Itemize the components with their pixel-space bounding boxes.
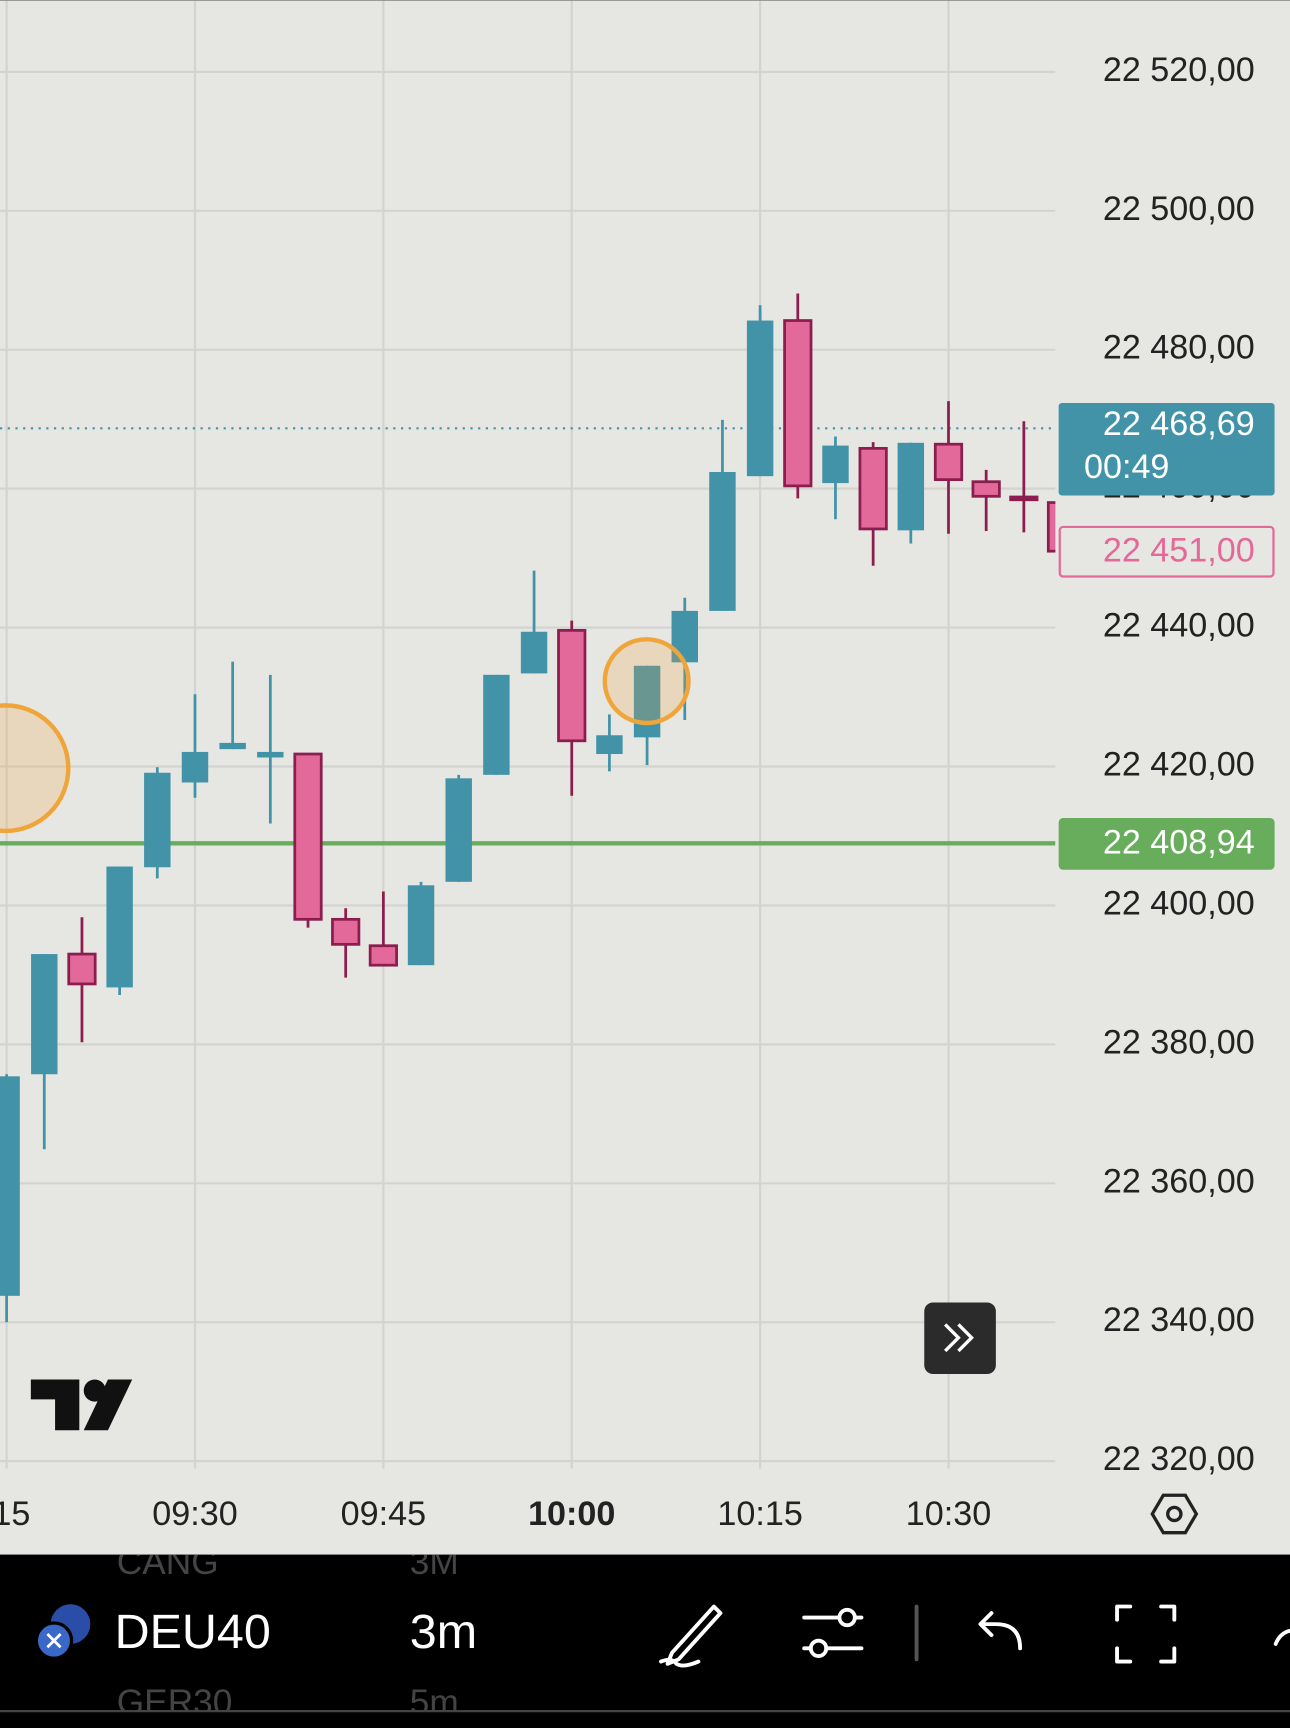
toolbar <box>0 1554 1290 1728</box>
x-tick-label: 09:45 <box>341 1495 426 1533</box>
candle-body <box>483 674 510 775</box>
logo <box>30 1379 133 1431</box>
candle-body <box>783 319 813 488</box>
candle-body <box>219 742 246 750</box>
candle-body <box>897 442 925 531</box>
scroll-to-realtime-button[interactable] <box>924 1302 996 1375</box>
picker-item: GER30 <box>117 1683 233 1722</box>
plot <box>0 293 1056 1323</box>
price-tag-label: 22 451,00 <box>1103 531 1255 569</box>
candle-body <box>31 954 58 1075</box>
y-tick-label: 22 320,00 <box>1103 1440 1255 1478</box>
annotation-circle <box>602 637 691 726</box>
y-tick-label: 22 400,00 <box>1103 884 1255 922</box>
picker-item: CANG <box>117 1543 219 1582</box>
candle-body <box>1046 501 1056 553</box>
candle-body <box>596 735 623 755</box>
candle-body <box>1009 495 1039 502</box>
candle-body <box>557 628 587 743</box>
candle-body <box>971 480 1001 498</box>
candle-body <box>368 944 398 967</box>
candle-body <box>0 1076 20 1296</box>
x-tick-label: 10:15 <box>717 1495 802 1533</box>
chart-background <box>0 0 1290 1555</box>
candle-body <box>933 442 964 482</box>
fullscreen-button[interactable] <box>1115 1604 1177 1664</box>
interval[interactable]: 3m <box>410 1605 477 1659</box>
symbol[interactable]: DEU40 <box>115 1605 271 1659</box>
candle-body <box>822 445 849 484</box>
price-tag-label: 22 408,94 <box>1103 823 1255 861</box>
candle-body <box>407 885 435 966</box>
draw-button[interactable] <box>659 1604 723 1668</box>
x-tick-label: :15 <box>0 1495 30 1533</box>
picker-item: 5m <box>410 1683 459 1722</box>
x-axis: :15 09:30 09:45 10:00 10:15 10:30 <box>0 1495 991 1533</box>
candle-body <box>746 320 774 477</box>
y-axis: 22 320,00 22 340,00 22 360,00 22 380,00 22 4… <box>1103 51 1255 1478</box>
y-tick-label: 22 380,00 <box>1103 1023 1255 1061</box>
current-price-label: 22 468,69 <box>1103 405 1255 443</box>
x-tick-label: 10:30 <box>906 1495 991 1533</box>
candle-body <box>106 866 133 988</box>
candle-body <box>633 665 661 738</box>
y-tick-label: 22 340,00 <box>1103 1301 1255 1339</box>
countdown-label: 00:49 <box>1084 448 1169 486</box>
current-price-tag <box>1058 402 1275 496</box>
candle-body <box>181 751 209 783</box>
settings-button[interactable] <box>1150 1493 1199 1535</box>
candle-body <box>709 471 736 611</box>
candle-body <box>144 772 171 868</box>
y-tick-label: 22 500,00 <box>1103 190 1255 228</box>
candle-body <box>331 917 361 946</box>
undo-button[interactable] <box>978 1611 1023 1651</box>
picker-item: 3M <box>410 1543 459 1582</box>
y-tick-label: 22 360,00 <box>1103 1162 1255 1200</box>
candle-body <box>67 952 97 986</box>
symbol-flag <box>34 1604 91 1660</box>
candle-body <box>445 778 472 882</box>
y-tick-label: 22 440,00 <box>1103 607 1255 645</box>
y-tick-label: 22 520,00 <box>1103 51 1255 89</box>
candle-body <box>520 631 548 674</box>
candle-body <box>293 752 323 921</box>
indicators-button[interactable] <box>802 1607 864 1658</box>
candle-body <box>257 751 284 758</box>
x-tick-label: 09:30 <box>152 1495 237 1533</box>
price-tag <box>1058 525 1275 578</box>
price-tag <box>1058 818 1275 870</box>
x-tick-label: 10:00 <box>528 1495 615 1533</box>
annotation-circle <box>0 703 71 834</box>
price-tags: 22 468,69 00:49 22 451,00 22 408,94 <box>1058 402 1275 870</box>
symbol-picker[interactable]: CANG 3M GER30 5m <box>117 1543 459 1722</box>
candle-body <box>858 446 888 531</box>
y-tick-label: 22 480,00 <box>1103 329 1255 367</box>
more-button[interactable] <box>1273 1628 1290 1646</box>
y-tick-label: 22 420,00 <box>1103 746 1255 784</box>
